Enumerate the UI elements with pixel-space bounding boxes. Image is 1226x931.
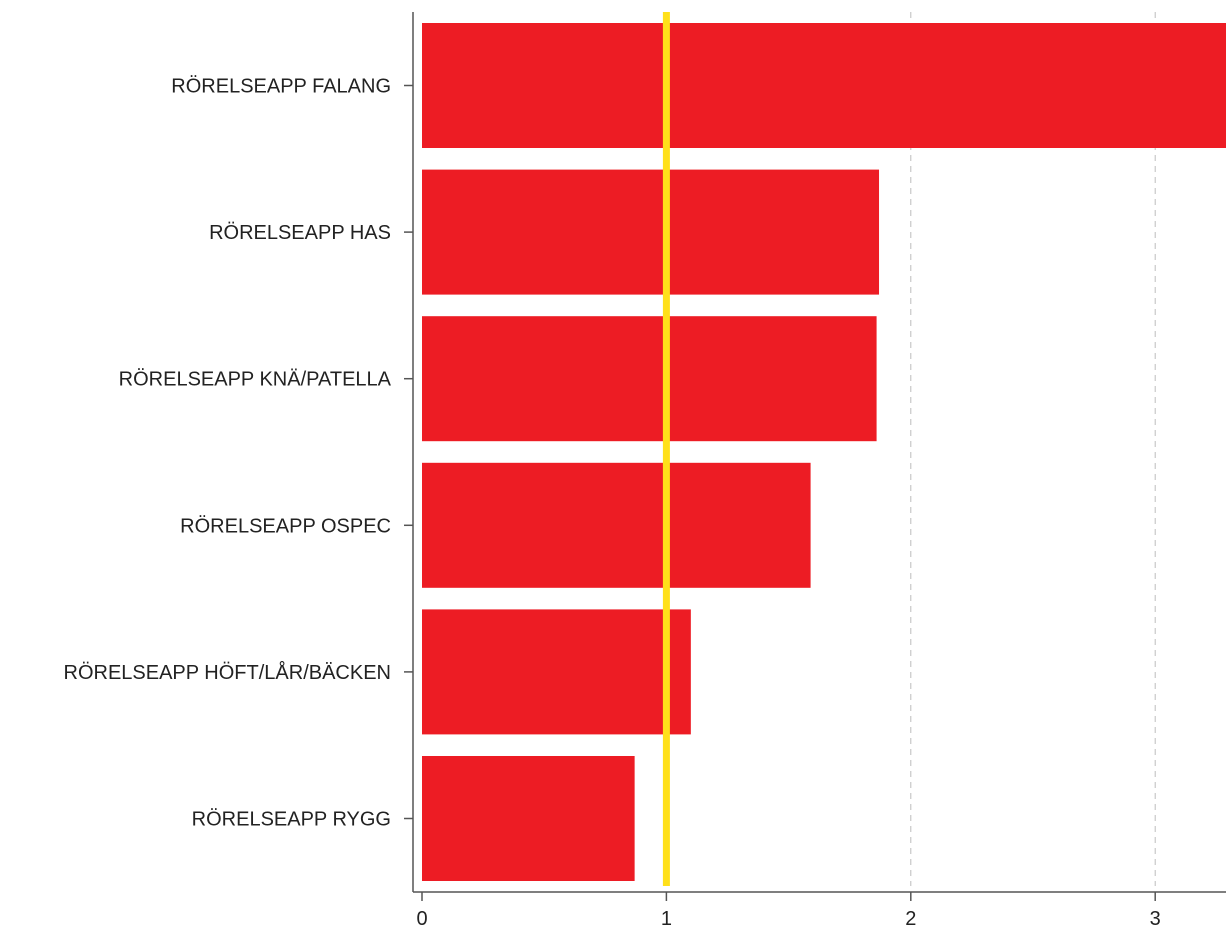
- bar: [422, 462, 811, 588]
- bar: [422, 756, 635, 881]
- x-tick-label: 1: [661, 908, 672, 930]
- category-label: RÖRELSEAPP FALANG: [171, 76, 391, 98]
- category-label: RÖRELSEAPP KNÄ/PATELLA: [119, 369, 392, 391]
- bar: [422, 169, 880, 295]
- category-label: RÖRELSEAPP HÖFT/LÅR/BÄCKEN: [64, 661, 392, 684]
- x-tick-labels: 0 1 2 3: [416, 908, 1160, 930]
- x-tick-label: 0: [416, 908, 427, 930]
- category-label: RÖRELSEAPP HAS: [209, 222, 391, 244]
- bar: [422, 316, 877, 442]
- bar: [422, 609, 691, 735]
- bars: [422, 23, 1226, 881]
- category-label: RÖRELSEAPP OSPEC: [180, 515, 391, 537]
- x-tick-label: 2: [905, 908, 916, 930]
- x-tick-label: 3: [1150, 908, 1161, 930]
- bar: [422, 23, 1226, 148]
- axes: [404, 12, 1226, 901]
- category-labels: RÖRELSEAPP FALANG RÖRELSEAPP HAS RÖRELSEAP…: [64, 76, 392, 831]
- category-label: RÖRELSEAPP RYGG: [192, 809, 391, 831]
